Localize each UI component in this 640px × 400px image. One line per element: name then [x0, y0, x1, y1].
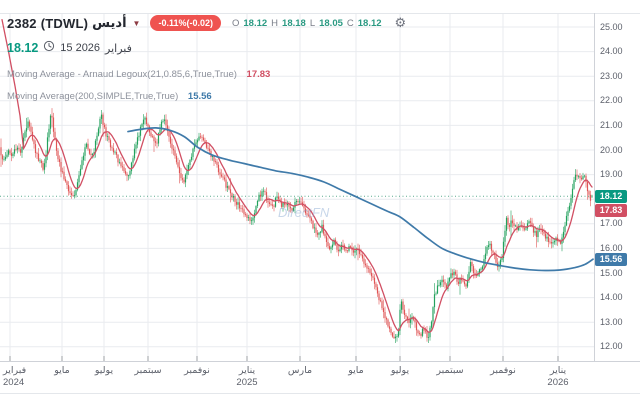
price-axis-label: 12.00 — [600, 341, 623, 352]
time-axis-month-label: نوفمبر — [490, 365, 516, 376]
symbol-name[interactable]: أديس — [92, 15, 127, 30]
time-axis-month-label: مايو — [54, 365, 70, 376]
ohlc-values: O 18.12 H 18.18 L 18.05 C 18.12 — [232, 18, 382, 29]
time-axis-month-label: نوفمبر — [184, 365, 210, 376]
time-axis-month-label: يناير — [549, 365, 567, 376]
indicator-label: Moving Average - Arnaud Legoux(21,0.85,6… — [7, 69, 237, 80]
last-trade-date-numbers: 15 2026 — [60, 42, 101, 54]
time-axis-month-label: يوليو — [94, 365, 114, 376]
time-axis-month-label: سبتمبر — [134, 365, 162, 376]
indicator-legend-alma[interactable]: Moving Average - Arnaud Legoux(21,0.85,6… — [7, 69, 270, 80]
price-axis-label: 25.00 — [600, 21, 623, 32]
time-axis-year-label: 2026 — [547, 377, 569, 388]
price-badge: 17.83 — [595, 203, 627, 217]
symbol-dropdown-icon[interactable]: ▼ — [132, 18, 141, 28]
time-axis-year-label: 2025 — [236, 377, 258, 388]
open-label: O — [231, 17, 240, 29]
price-axis-label: 15.00 — [600, 267, 623, 278]
price-axis-label: 17.00 — [600, 218, 623, 229]
time-axis-month-label: مايو — [348, 365, 364, 376]
price-axis-label: 24.00 — [600, 46, 623, 57]
time-axis-month-label: يناير — [238, 365, 256, 376]
price-axis-label: 20.00 — [600, 144, 623, 155]
change-badge: -0.11%(-0.02) — [150, 15, 221, 31]
high-label: H — [271, 17, 279, 29]
provider-watermark: DirectFN — [278, 205, 330, 220]
time-axis-year-label: 2024 — [3, 377, 25, 388]
close-value: 18.12 — [357, 17, 382, 29]
low-label: L — [309, 17, 316, 29]
symbol-market[interactable]: (TDWL) — [40, 15, 89, 31]
price-axis-label: 13.00 — [600, 316, 623, 327]
price-axis[interactable] — [594, 13, 640, 361]
price-axis-label: 22.00 — [600, 95, 623, 106]
price-axis-label: 21.00 — [600, 119, 623, 130]
time-axis-month-label: يوليو — [390, 365, 410, 376]
time-axis-month-label: مارس — [287, 365, 313, 376]
symbol-code[interactable]: 2382 — [7, 15, 37, 31]
indicator-value-sma200: 15.56 — [187, 91, 212, 102]
last-price: 18.12 — [7, 41, 39, 55]
last-trade-row: 18.12 15 2026 فبراير — [7, 39, 132, 57]
gear-icon[interactable]: ⚙ — [394, 15, 407, 30]
price-axis-label: 16.00 — [600, 242, 623, 253]
indicator-label: Moving Average(200,SIMPLE,True,True) — [7, 91, 179, 102]
open-value: 18.12 — [243, 17, 268, 29]
price-axis-label: 23.00 — [600, 70, 623, 81]
price-axis-label: 19.00 — [600, 169, 623, 180]
close-label: C — [346, 17, 354, 29]
clock-icon — [43, 39, 55, 57]
price-badge: 18.12 — [595, 189, 627, 203]
indicator-legend-sma200[interactable]: Moving Average(200,SIMPLE,True,True) 15.… — [7, 91, 212, 102]
time-axis-month-label: سبتمبر — [436, 365, 464, 376]
price-badge: 15.56 — [595, 252, 627, 266]
time-axis-month-label: فبراير — [3, 365, 27, 376]
symbol-header: 2382 (TDWL) أديس ▼ -0.11%(-0.02) O 18.12… — [7, 15, 406, 31]
low-value: 18.05 — [319, 17, 343, 29]
high-value: 18.18 — [282, 17, 306, 29]
indicator-value-alma: 17.83 — [246, 69, 271, 80]
last-trade-date-month: فبراير — [105, 42, 132, 55]
price-axis-label: 14.00 — [600, 292, 623, 303]
